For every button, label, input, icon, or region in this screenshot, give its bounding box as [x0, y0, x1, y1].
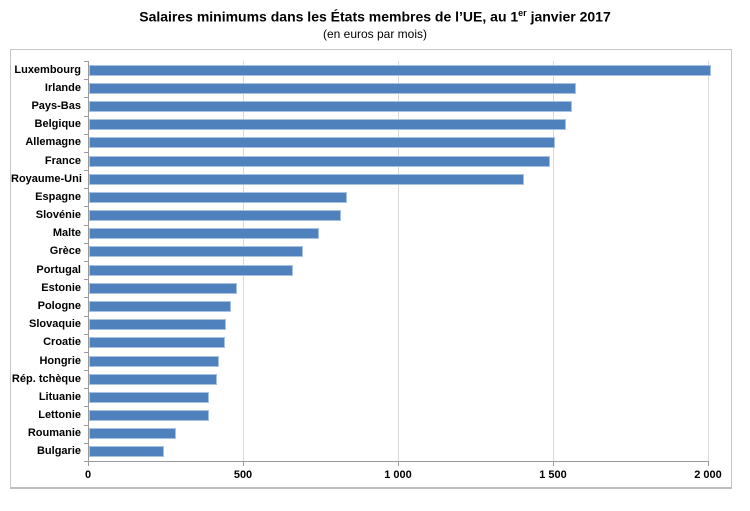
x-axis-line — [88, 461, 709, 462]
bar — [89, 446, 165, 458]
category-label: Espagne — [35, 190, 81, 203]
bar — [89, 228, 320, 240]
category-axis-tick — [84, 334, 88, 335]
category-axis-tick — [84, 443, 88, 444]
bar — [89, 155, 550, 167]
bar — [89, 246, 304, 258]
category-label: Belgique — [34, 118, 81, 131]
x-axis-tick — [553, 462, 554, 466]
x-axis-tick-label: 2 000 — [694, 469, 722, 481]
bar — [89, 173, 525, 185]
bar — [89, 410, 209, 422]
category-axis-tick — [84, 406, 88, 407]
bar — [89, 137, 556, 149]
category-axis-tick — [84, 316, 88, 317]
gridline — [553, 61, 554, 461]
category-label: Roumanie — [27, 427, 81, 440]
x-axis-tick — [708, 462, 709, 466]
bar — [89, 391, 209, 403]
category-label: Royaume-Uni — [11, 172, 82, 185]
category-axis-tick — [84, 79, 88, 80]
category-axis-tick — [84, 461, 88, 462]
x-axis-tick-label: 1 500 — [539, 469, 567, 481]
chart-title-text: Salaires minimums dans les États membres… — [139, 8, 519, 25]
category-axis-tick — [84, 279, 88, 280]
chart-title-superscript: er — [518, 8, 527, 18]
category-label: Pays-Bas — [31, 99, 81, 112]
bar — [89, 373, 218, 385]
category-label: Rép. tchèque — [11, 372, 81, 385]
category-axis-tick — [84, 261, 88, 262]
category-axis-tick — [84, 243, 88, 244]
category-label: Pologne — [37, 299, 81, 312]
bar — [89, 64, 711, 76]
category-label: Portugal — [36, 263, 81, 276]
x-axis-tick-label: 1 000 — [384, 469, 412, 481]
bar — [89, 119, 566, 131]
bar — [89, 100, 573, 112]
category-label: Bulgarie — [36, 445, 81, 458]
bar — [89, 282, 237, 294]
category-label: Allemagne — [25, 136, 81, 149]
category-axis-tick — [84, 116, 88, 117]
x-axis-tick — [243, 462, 244, 466]
category-label: Estonie — [41, 281, 81, 294]
category-axis-tick — [84, 134, 88, 135]
chart-frame: 0 500 1 000 1 500 2 000 Luxembourg Irlande Pays… — [10, 49, 732, 489]
chart-title-text-end: janvier 2017 — [526, 8, 611, 25]
category-label: Hongrie — [39, 354, 81, 367]
category-axis-tick — [84, 225, 88, 226]
chart-title: Salaires minimums dans les États membres… — [0, 8, 750, 25]
bar — [89, 355, 220, 367]
category-axis-tick — [84, 297, 88, 298]
category-label: Luxembourg — [14, 63, 81, 76]
category-axis-tick — [84, 206, 88, 207]
bar — [89, 428, 177, 440]
x-axis-tick — [88, 462, 89, 466]
category-label: Slovaquie — [29, 318, 81, 331]
category-label: Lituanie — [38, 390, 81, 403]
y-axis-line — [88, 61, 89, 462]
bar — [89, 210, 341, 222]
x-axis-tick-label: 0 — [84, 469, 92, 481]
category-label: Croatie — [43, 336, 81, 349]
category-axis-tick — [84, 170, 88, 171]
category-axis-tick — [84, 425, 88, 426]
category-label: Malte — [52, 227, 81, 240]
category-axis-tick — [84, 388, 88, 389]
x-axis-tick-label: 500 — [233, 469, 253, 481]
category-label: Grèce — [49, 245, 81, 258]
category-axis-tick — [84, 97, 88, 98]
bar — [89, 319, 226, 331]
bar — [89, 82, 576, 94]
category-label: Lettonie — [38, 409, 81, 422]
bar — [89, 264, 293, 276]
gridline — [398, 61, 399, 461]
category-axis-tick — [84, 352, 88, 353]
category-axis-tick — [84, 188, 88, 189]
category-label: Slovénie — [35, 209, 81, 222]
category-axis-tick — [84, 152, 88, 153]
x-axis-tick — [398, 462, 399, 466]
category-label: Irlande — [44, 81, 81, 94]
category-axis-tick — [84, 61, 88, 62]
category-label: France — [44, 154, 81, 167]
chart-subtitle: (en euros par mois) — [322, 27, 428, 41]
gridline — [708, 61, 709, 461]
category-axis-tick — [84, 370, 88, 371]
bar — [89, 191, 348, 203]
gridline — [243, 61, 244, 461]
bar — [89, 300, 232, 312]
bar — [89, 337, 226, 349]
